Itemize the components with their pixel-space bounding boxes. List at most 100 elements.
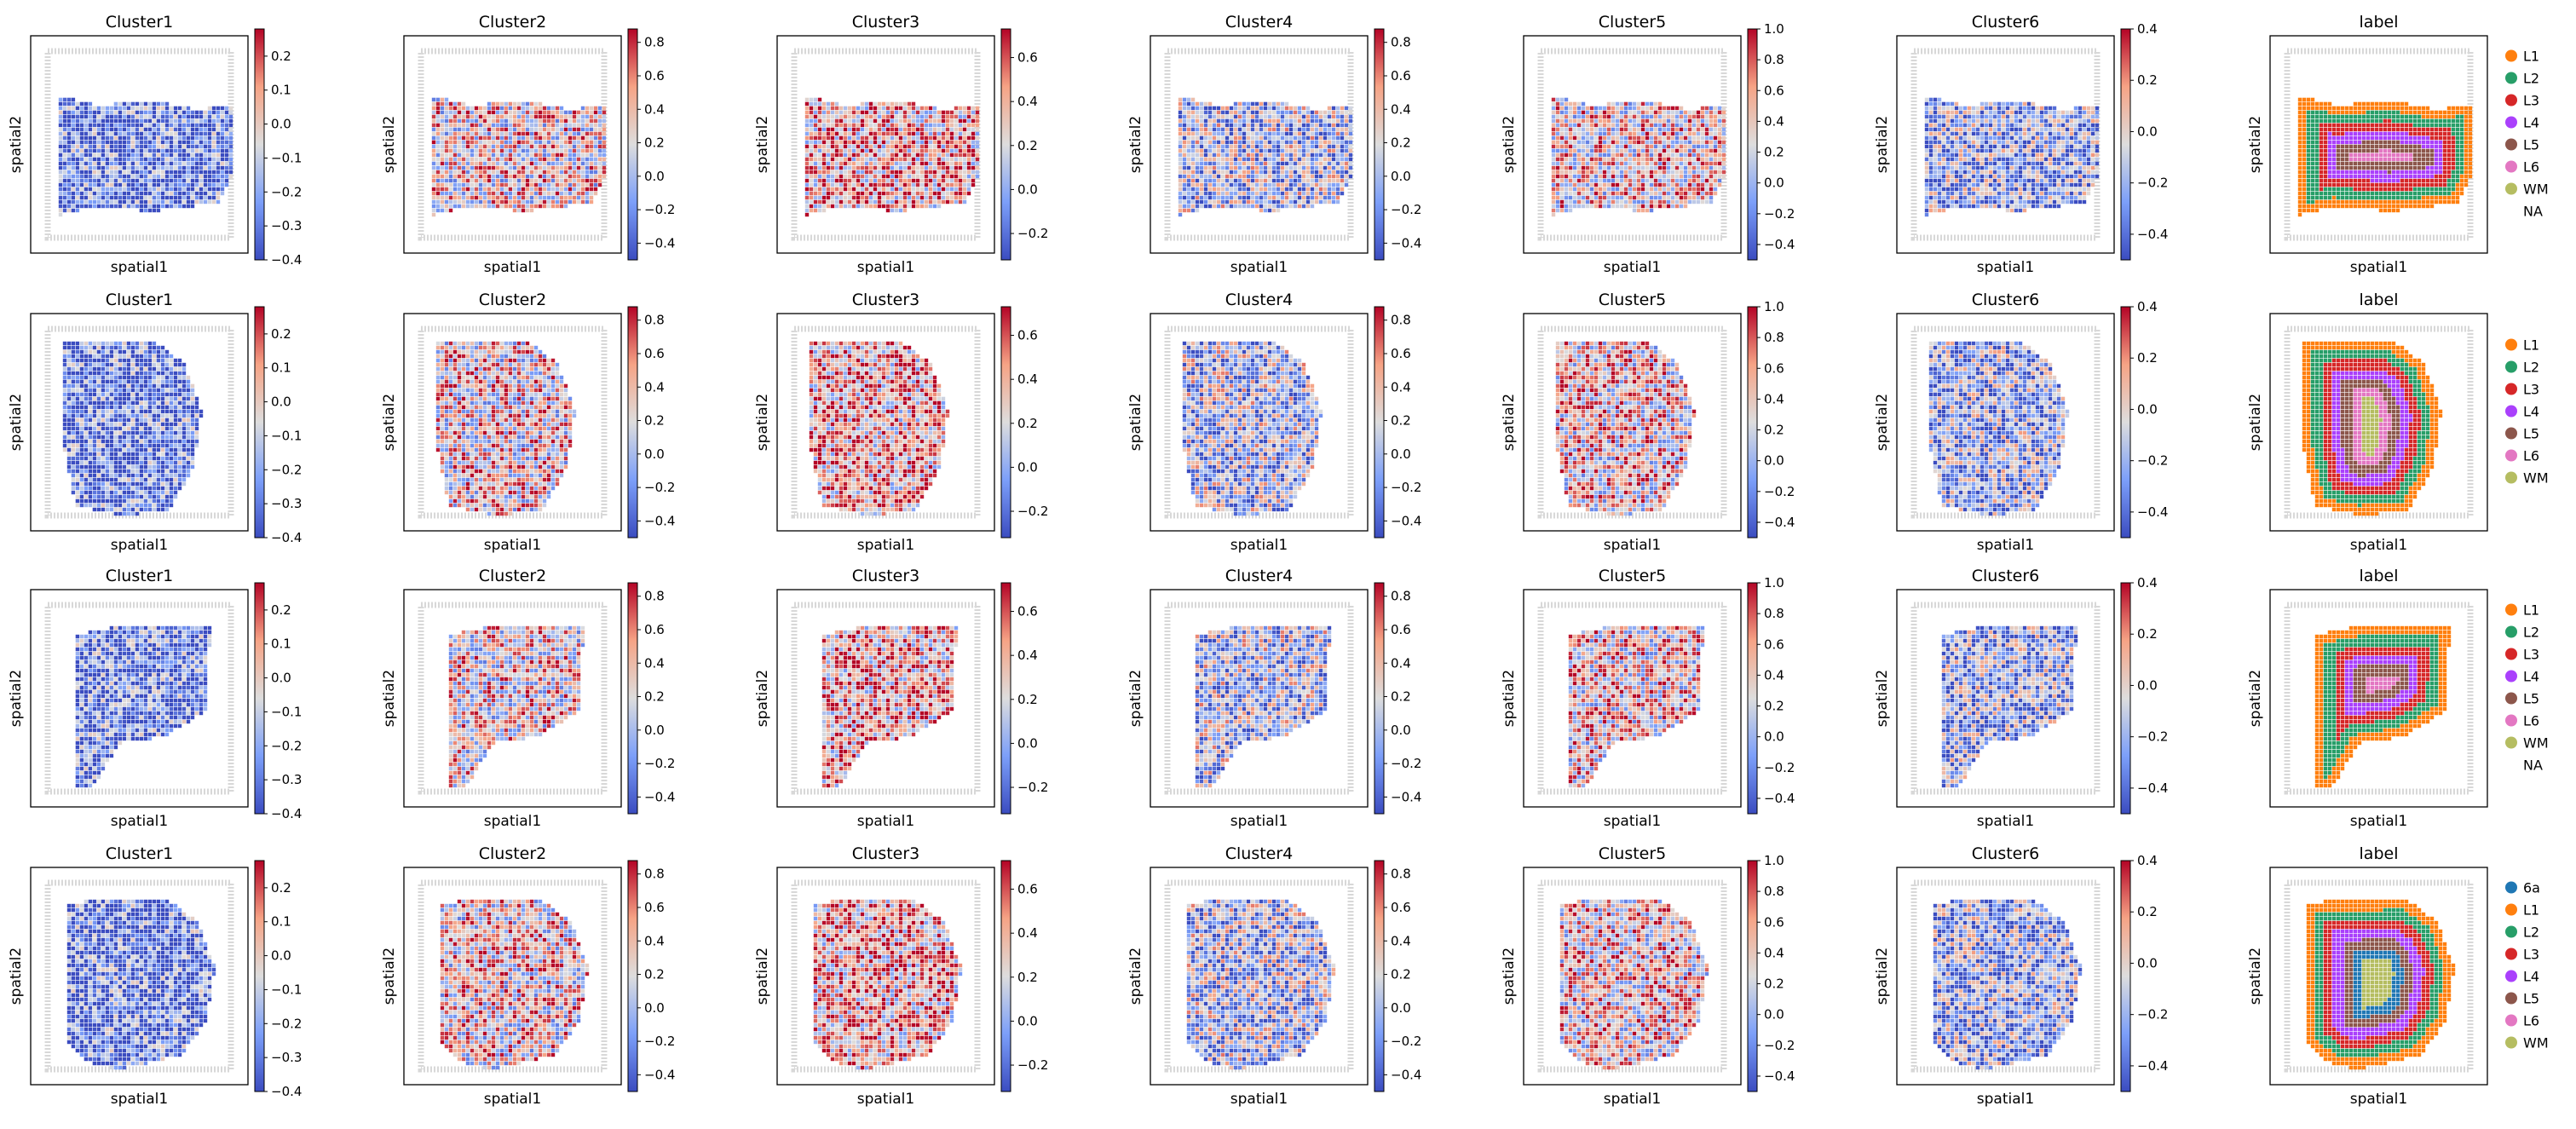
- colorbar-tick-label: 0.2: [1391, 413, 1411, 429]
- colorbar-tick-label: 0.8: [1764, 606, 1784, 621]
- x-axis-label: spatial1: [484, 537, 541, 554]
- legend-marker: [2505, 471, 2517, 484]
- colorbar-tick-label: 0.8: [644, 867, 665, 882]
- panel-r1-cluster3: Cluster3 spatial1 spatial2 0.6 0.4 0.2 0.0 −0.2: [754, 13, 1048, 276]
- legend-label: L6: [2523, 713, 2539, 729]
- colorbar-tick-label: 0.0: [2137, 955, 2158, 971]
- tissue-spots: [791, 602, 981, 795]
- y-axis-label: spatial2: [754, 948, 771, 1005]
- colorbar-tick-label: 0.2: [2137, 904, 2158, 919]
- colorbar-tick-label: 0.4: [644, 101, 665, 117]
- colorbar: 1.0 0.8 0.6 0.4 0.2 0.0 −0.2 −0.4: [1747, 299, 1795, 539]
- colorbar-tick-label: 0.4: [1391, 655, 1411, 671]
- colorbar-tick-label: 0.4: [1391, 933, 1411, 948]
- legend-label: L3: [2523, 382, 2539, 398]
- colorbar-tick-label: 0.0: [271, 948, 291, 964]
- colorbar-tick-label: −0.2: [1391, 480, 1421, 495]
- colorbar-tick-label: 0.4: [1764, 945, 1784, 960]
- label-legend: L1 L2 L3 L4 L5 L6 WM NA: [2505, 49, 2549, 220]
- panel-title: Cluster6: [1972, 13, 2040, 32]
- panel-title: Cluster4: [1225, 291, 1294, 309]
- colorbar-tick-label: 0.0: [1391, 1000, 1411, 1016]
- y-axis-label: spatial2: [754, 116, 771, 173]
- legend-label: L1: [2523, 49, 2539, 65]
- label-legend: L1 L2 L3 L4 L5 L6 WM NA: [2505, 602, 2549, 774]
- panel-r2-cluster1: Cluster1 spatial1 spatial2 0.2 0.1 0.0 −0.1 −0.…: [8, 291, 302, 554]
- colorbar-tick-label: 0.0: [1391, 446, 1411, 462]
- colorbar-tick-label: 0.4: [1764, 113, 1784, 129]
- y-axis-label: spatial2: [754, 394, 771, 451]
- colorbar-tick-label: 0.4: [2137, 853, 2158, 868]
- legend-label: WM: [2523, 181, 2549, 198]
- colorbar-tick-label: 0.2: [1391, 689, 1411, 705]
- x-axis-label: spatial1: [111, 1091, 168, 1108]
- colorbar-tick-label: 0.1: [271, 83, 291, 98]
- colorbar-tick-label: 0.4: [644, 379, 665, 395]
- x-axis-label: spatial1: [484, 1091, 541, 1108]
- legend-marker: [2505, 72, 2517, 84]
- panel-title: Cluster3: [852, 844, 920, 863]
- colorbar-tick-label: 0.0: [1017, 181, 1038, 197]
- colorbar-tick-label: −0.2: [1017, 780, 1048, 795]
- panel-title: Cluster5: [1599, 291, 1667, 309]
- legend-label: L4: [2523, 404, 2539, 420]
- colorbar-tick-label: −0.2: [644, 480, 675, 495]
- colorbar-tick-label: 0.2: [1764, 976, 1784, 992]
- colorbar-tick-label: 0.2: [644, 967, 665, 982]
- tissue-spots: [2284, 48, 2474, 241]
- colorbar-tick-label: 0.0: [644, 723, 665, 738]
- colorbar-tick-label: 0.4: [1017, 648, 1038, 663]
- legend-label: L5: [2523, 137, 2539, 153]
- colorbar: 0.6 0.4 0.2 0.0 −0.2: [1000, 582, 1048, 815]
- colorbar-tick-label: 0.4: [1017, 925, 1038, 941]
- colorbar-tick-label: 0.2: [644, 689, 665, 705]
- x-axis-label: spatial1: [857, 259, 914, 276]
- x-axis-label: spatial1: [1977, 813, 2034, 830]
- colorbar-tick-label: 0.4: [1391, 101, 1411, 117]
- panel-r4-cluster6: Cluster6 spatial1 spatial2 0.4 0.2 0.0 −0.2 −0.…: [1874, 844, 2168, 1108]
- colorbar-tick-label: 0.4: [1017, 372, 1038, 387]
- colorbar-tick-label: 0.2: [1391, 967, 1411, 982]
- legend-label: L3: [2523, 947, 2539, 963]
- panel-r2-cluster4: Cluster4 spatial1 spatial2 0.8 0.6 0.4 0.2 0.0 −…: [1127, 291, 1421, 554]
- y-axis-label: spatial2: [1501, 394, 1518, 451]
- x-axis-label: spatial1: [111, 813, 168, 830]
- colorbar-tick-label: −0.2: [271, 462, 302, 477]
- colorbar-tick-label: 0.0: [644, 169, 665, 184]
- colorbar: 0.8 0.6 0.4 0.2 0.0 −0.2 −0.4: [1374, 582, 1421, 815]
- colorbar-tick-label: −0.2: [271, 738, 302, 753]
- colorbar-tick-label: 0.6: [644, 900, 665, 915]
- colorbar-tick-label: 0.6: [1764, 83, 1784, 98]
- colorbar-tick-label: 0.6: [1391, 900, 1411, 915]
- tissue-spots: [1537, 48, 1727, 241]
- tissue-spots: [1537, 602, 1727, 795]
- colorbar: 0.2 0.1 0.0 −0.1 −0.2 −0.3 −0.4: [254, 860, 302, 1099]
- panel-r3-cluster1: Cluster1 spatial1 spatial2 0.2 0.1 0.0 −0.1 −0.…: [8, 567, 302, 830]
- colorbar-tick-label: −0.3: [271, 772, 302, 787]
- colorbar-tick-label: 0.0: [1391, 723, 1411, 738]
- colorbar-tick-label: 1.0: [1764, 853, 1784, 868]
- tissue-spots: [2284, 602, 2474, 795]
- x-axis-label: spatial1: [1604, 537, 1661, 554]
- panel-r3-cluster4: Cluster4 spatial1 spatial2 0.8 0.6 0.4 0.2 0.0 −…: [1127, 567, 1421, 830]
- colorbar: 0.8 0.6 0.4 0.2 0.0 −0.2 −0.4: [627, 582, 675, 815]
- panel-title: Cluster6: [1972, 844, 2040, 863]
- colorbar-tick-label: −0.4: [644, 235, 675, 251]
- x-axis-label: spatial1: [484, 259, 541, 276]
- legend-label: L2: [2523, 360, 2539, 376]
- colorbar: 0.4 0.2 0.0 −0.2 −0.4: [2120, 853, 2168, 1092]
- colorbar-tick-label: 0.4: [644, 933, 665, 948]
- colorbar-tick-label: −0.4: [1391, 789, 1421, 804]
- colorbar-tick-label: 0.6: [644, 68, 665, 84]
- legend-marker: [2505, 160, 2517, 173]
- colorbar-tick-label: 0.0: [1017, 459, 1038, 475]
- colorbar-tick-label: 0.2: [271, 326, 291, 342]
- tissue-spots: [1910, 879, 2101, 1073]
- legend-marker: [2505, 360, 2517, 373]
- colorbar-tick-label: −0.2: [1764, 760, 1795, 775]
- colorbar-tick-label: −0.2: [1764, 206, 1795, 222]
- legend-label: L2: [2523, 925, 2539, 941]
- x-axis-label: spatial1: [1604, 813, 1661, 830]
- x-axis-label: spatial1: [111, 537, 168, 554]
